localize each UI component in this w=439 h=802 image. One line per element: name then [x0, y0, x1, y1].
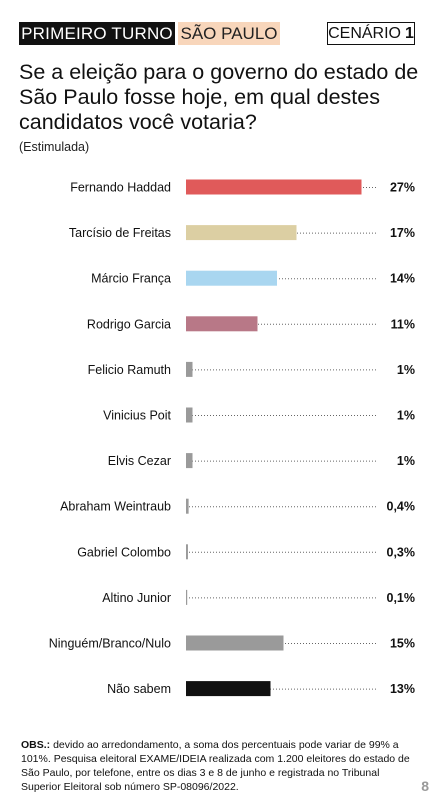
bar [186, 635, 284, 651]
bar-chart: Fernando Haddad 27% Tarcísio de Freitas 17%… [49, 179, 416, 697]
bar [186, 270, 277, 286]
value-label: 15% [390, 637, 415, 651]
bar [186, 225, 297, 241]
value-label: 0,1% [387, 591, 416, 605]
value-label: 1% [397, 409, 415, 423]
scenario-badge: CENÁRIO 1 [327, 22, 415, 45]
category-label: Rodrigo Garcia [87, 317, 171, 331]
scenario-label: CENÁRIO [328, 25, 401, 42]
note-text: devido ao arredondamento, a soma dos per… [21, 739, 410, 793]
category-label: Elvis Cezar [108, 454, 171, 468]
category-label: Fernando Haddad [70, 181, 171, 195]
bar [186, 498, 189, 514]
bar [186, 316, 258, 332]
category-label: Não sabem [107, 682, 171, 696]
value-label: 0,4% [387, 500, 416, 514]
note-label: OBS.: [21, 739, 51, 751]
bar [186, 407, 193, 423]
category-label: Felicio Ramuth [88, 363, 171, 377]
value-label: 17% [390, 226, 415, 240]
category-label: Vinicius Poit [103, 409, 171, 423]
bar [186, 179, 362, 195]
category-label: Ninguém/Branco/Nulo [49, 637, 171, 651]
poll-subtitle: (Estimulada) [19, 140, 90, 154]
category-label: Altino Junior [102, 591, 171, 605]
value-label: 1% [397, 454, 415, 468]
scenario-number: 1 [405, 25, 414, 42]
value-label: 0,3% [387, 545, 416, 559]
category-label: Márcio França [91, 272, 171, 286]
round-tag: PRIMEIRO TURNO [19, 22, 175, 45]
category-label: Tarcísio de Freitas [69, 226, 171, 240]
value-label: 13% [390, 682, 415, 696]
value-label: 27% [390, 181, 415, 195]
category-label: Abraham Weintraub [60, 500, 171, 514]
category-label: Gabriel Colombo [77, 545, 171, 559]
bar [186, 589, 188, 605]
value-label: 1% [397, 363, 415, 377]
bar [186, 681, 271, 697]
page-number: 8 [421, 778, 429, 794]
poll-question: Se a eleição para o governo do estado de… [19, 60, 419, 134]
bar [186, 361, 193, 377]
methodology-note: OBS.: devido ao arredondamento, a soma d… [21, 738, 421, 794]
bar [186, 544, 188, 560]
value-label: 11% [391, 317, 415, 331]
bar [186, 453, 193, 469]
value-label: 14% [390, 272, 415, 286]
state-tag: SÃO PAULO [178, 22, 280, 45]
